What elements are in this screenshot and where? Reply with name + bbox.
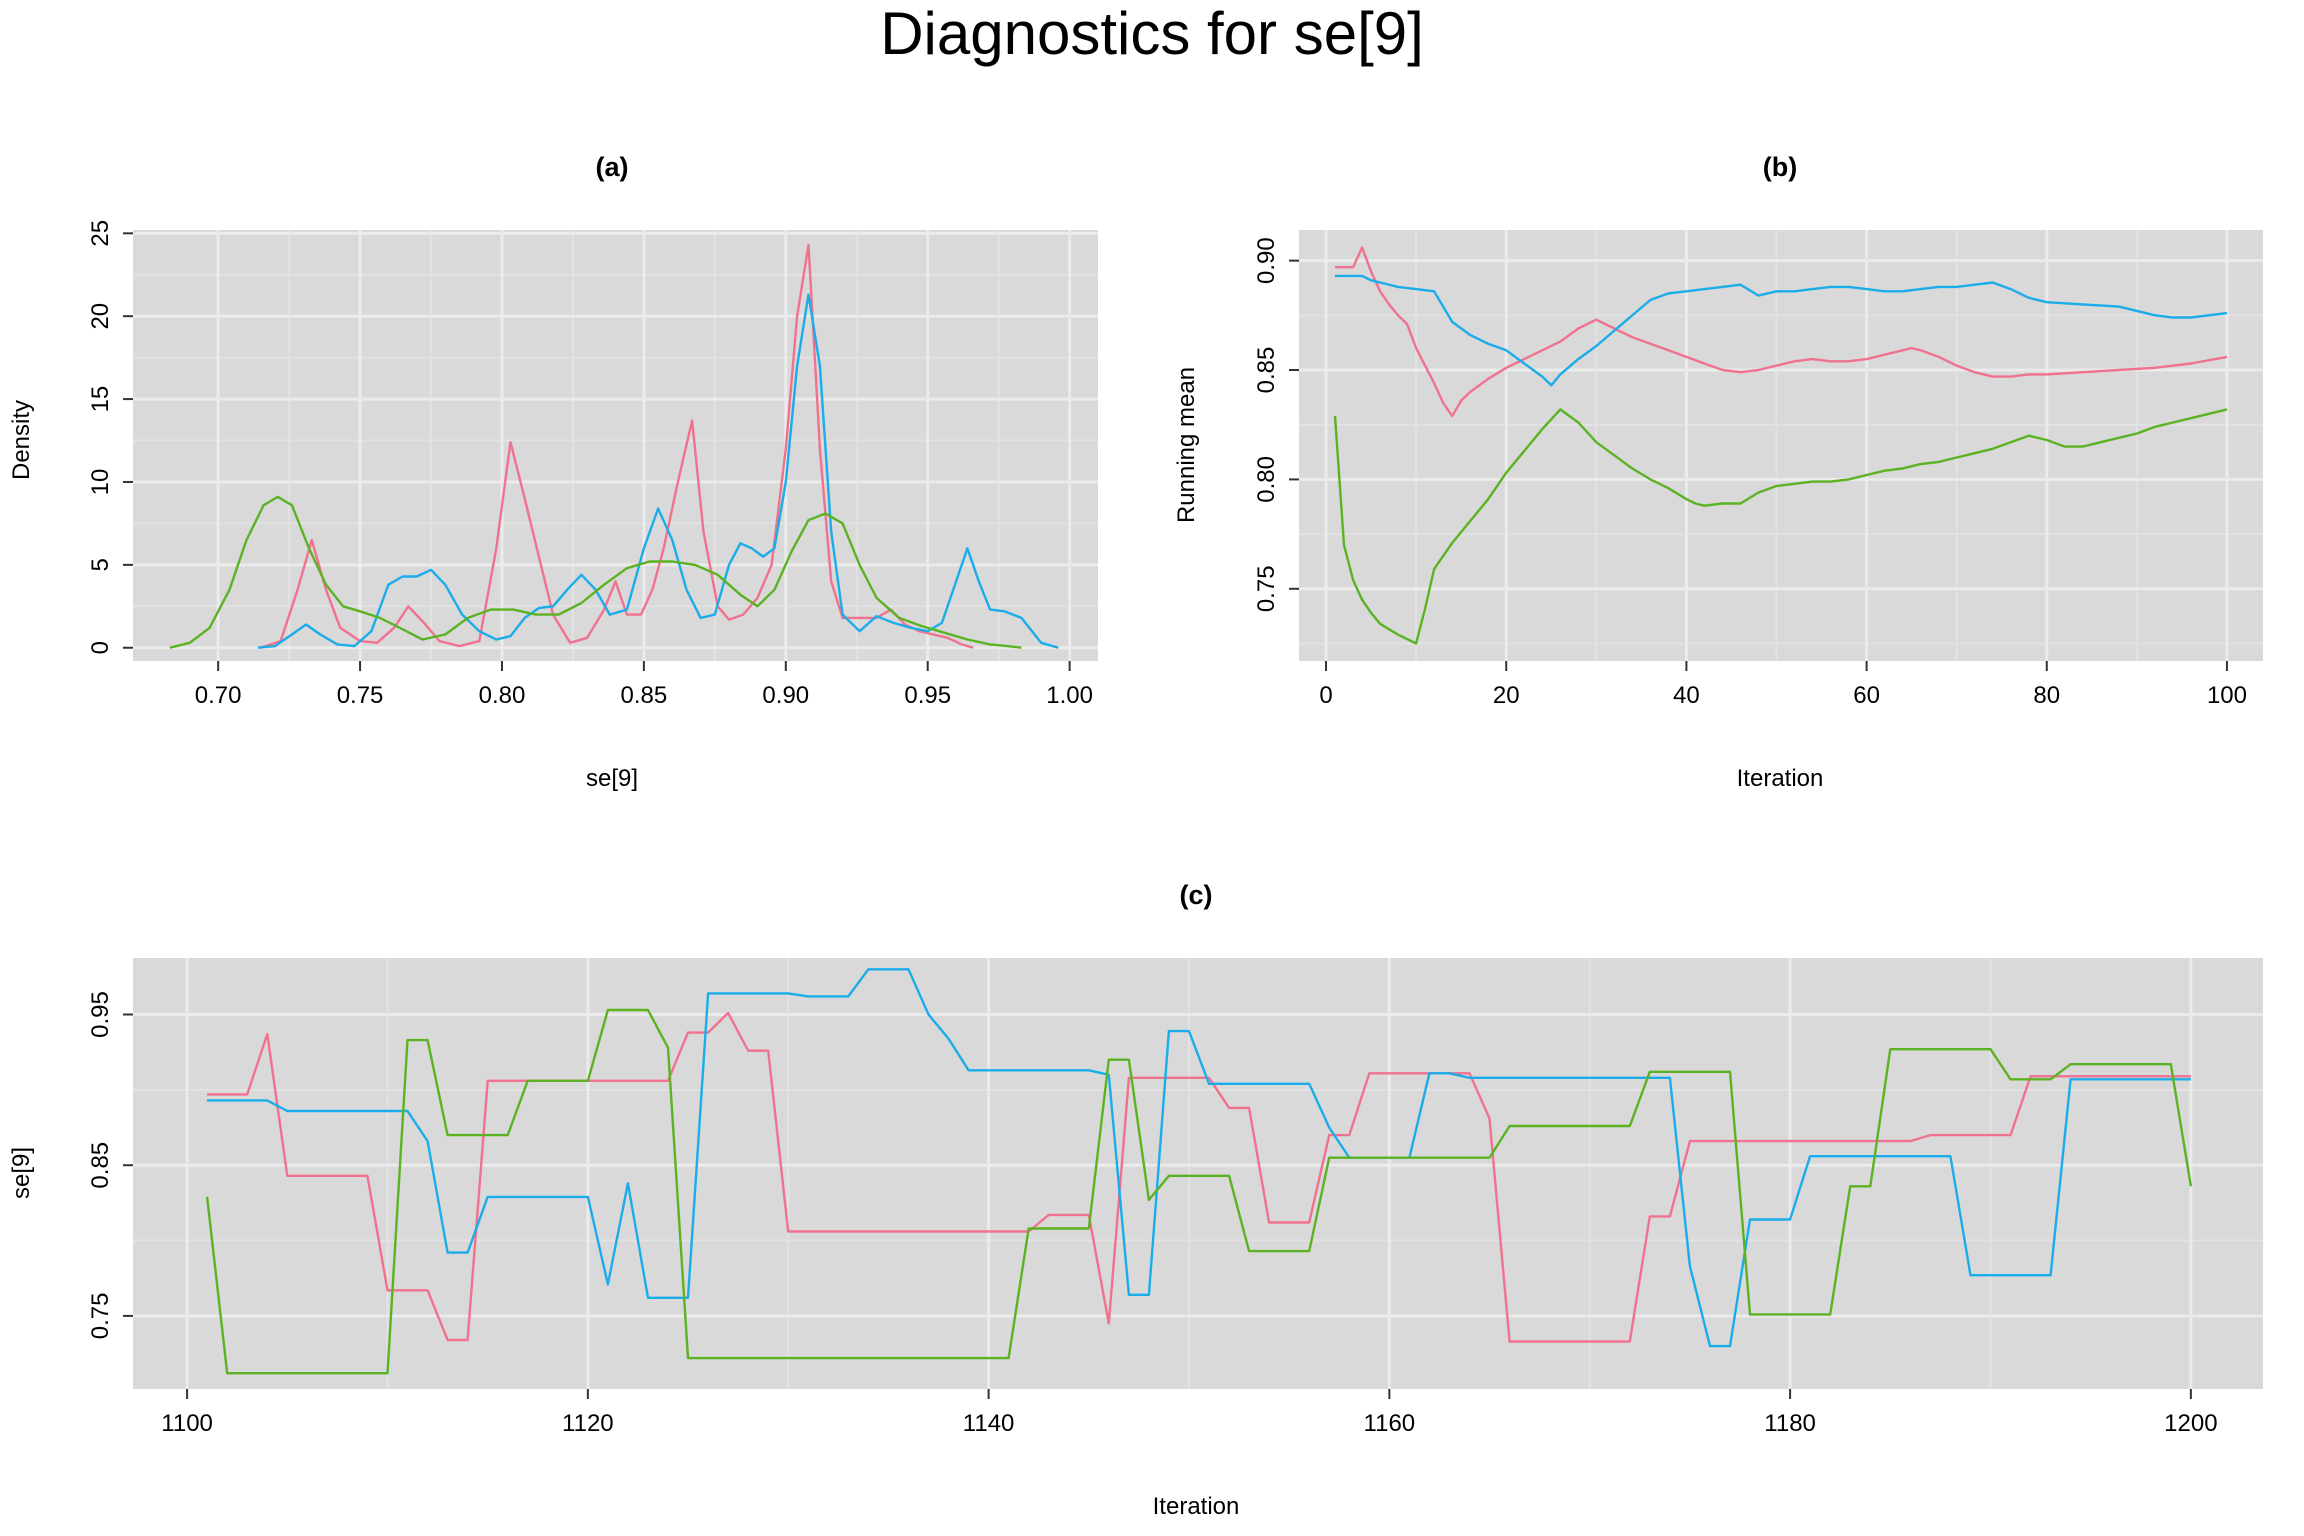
panel-b-plot-area: 0 20 40 60 80 100 0.75 0.80 0.85 0.90 xyxy=(1253,230,2263,709)
x-tick-label: 0 xyxy=(1319,682,1332,709)
x-tick-label: 1140 xyxy=(963,1410,1015,1437)
x-tick-label: 40 xyxy=(1673,682,1700,709)
panel-b-running-mean-plot: (b) 0 20 40 60 80 100 0.75 0.80 0.85 0.90 Iterati… xyxy=(1173,152,2263,792)
panel-b-series-3-line xyxy=(1333,408,2228,645)
y-tick-label: 5 xyxy=(87,558,114,571)
y-tick-label: 0.85 xyxy=(1253,347,1280,394)
x-tick-label: 20 xyxy=(1493,682,1520,709)
x-tick-label: 100 xyxy=(2207,682,2247,709)
y-tick-label: 0.75 xyxy=(1253,565,1280,612)
figure-title: Diagnostics for se[9] xyxy=(880,0,1424,67)
x-tick-label: 0.85 xyxy=(621,682,668,709)
x-tick-label: 0.80 xyxy=(479,682,526,709)
y-tick-label: 10 xyxy=(87,469,114,496)
panel-b-series-1-line xyxy=(1335,246,2228,418)
panel-a-plot-area: 0.70 0.75 0.80 0.85 0.90 0.95 1.00 0 5 10 15 20 25 xyxy=(87,220,1098,709)
panel-c-title: (c) xyxy=(1180,880,1213,910)
x-tick-label: 0.70 xyxy=(195,682,242,709)
panel-b-series-2-line xyxy=(1335,274,2228,387)
panel-c-plot-area: 1100 1120 1140 1160 1180 1200 0.75 0.85 0.95 xyxy=(87,958,2263,1437)
panel-c-ylabel: se[9] xyxy=(8,1147,35,1199)
panel-c-trace-plot: (c) 1100 1120 1140 1160 1180 1200 0.75 0.85 0.95… xyxy=(8,880,2263,1520)
panel-a-series-1-line xyxy=(260,243,974,649)
x-tick-label: 1180 xyxy=(1764,1410,1816,1437)
panel-b-xlabel: Iteration xyxy=(1737,765,1824,792)
panel-c-background xyxy=(133,958,2263,1389)
panel-c-xlabel: Iteration xyxy=(1153,1493,1240,1520)
y-tick-label: 0.95 xyxy=(87,991,114,1038)
panel-b-ylabel: Running mean xyxy=(1173,367,1200,523)
x-tick-label: 80 xyxy=(2033,682,2060,709)
panel-a-series-3-line xyxy=(169,495,1022,649)
panel-a-xlabel: se[9] xyxy=(586,765,638,792)
y-tick-label: 0.85 xyxy=(87,1142,114,1189)
y-tick-label: 25 xyxy=(87,220,114,247)
panel-a-ylabel: Density xyxy=(8,400,35,480)
x-tick-label: 1100 xyxy=(161,1410,213,1437)
x-tick-label: 0.75 xyxy=(337,682,384,709)
panel-c-series-2-line xyxy=(207,968,2191,1348)
x-tick-label: 1160 xyxy=(1364,1410,1416,1437)
x-tick-label: 1.00 xyxy=(1046,682,1093,709)
y-tick-label: 0.75 xyxy=(87,1293,114,1340)
panel-a-series-2-line xyxy=(257,293,1059,649)
x-tick-label: 0.95 xyxy=(904,682,951,709)
x-tick-label: 1200 xyxy=(2164,1410,2217,1437)
y-tick-label: 0.90 xyxy=(1253,237,1280,284)
x-tick-label: 0.90 xyxy=(762,682,809,709)
panel-a-background xyxy=(133,230,1098,661)
panel-b-background xyxy=(1299,230,2263,661)
panel-a-density-plot: (a) 0.70 0.75 0.80 0.85 0.90 0.95 1.00 0 5 10 15 20… xyxy=(8,152,1098,792)
y-tick-label: 0 xyxy=(87,641,114,654)
y-tick-label: 20 xyxy=(87,303,114,330)
y-tick-label: 15 xyxy=(87,386,114,413)
x-tick-label: 60 xyxy=(1853,682,1880,709)
y-tick-label: 0.80 xyxy=(1253,456,1280,503)
x-tick-label: 1120 xyxy=(562,1410,614,1437)
panel-b-title: (b) xyxy=(1763,152,1797,182)
panel-a-title: (a) xyxy=(596,152,629,182)
panel-c-series-3-line xyxy=(205,1008,2193,1375)
